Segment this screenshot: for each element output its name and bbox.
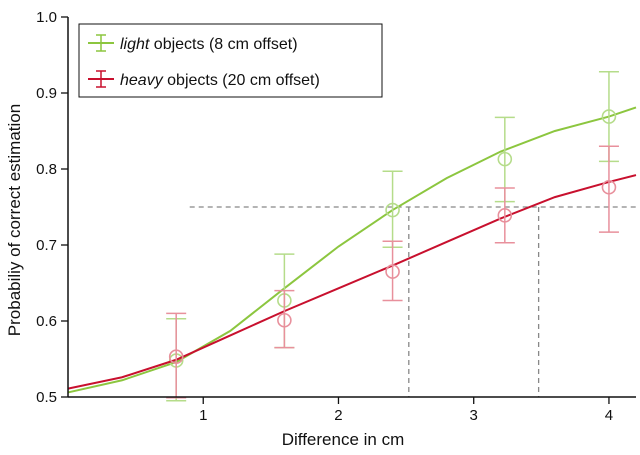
x-tick-label: 1 [199, 407, 207, 424]
data-point [385, 264, 400, 279]
fit-line-heavy [67, 174, 637, 390]
axes: 1 2 3 4 0.5 0.6 0.7 0.8 0.9 1.0 Difference in cm… [5, 9, 636, 449]
legend: light objects (8 cm offset) heavy object… [78, 23, 383, 98]
legend-item-heavy: heavy objects (20 cm offset) [88, 70, 320, 89]
legend-label-rest: objects (20 cm offset) [163, 72, 320, 89]
legend-label: heavy objects (20 cm offset) [120, 72, 320, 89]
data-point [601, 179, 617, 195]
legend-item-light: light objects (8 cm offset) [88, 34, 298, 53]
data-point [601, 109, 617, 124]
data-point [497, 208, 513, 223]
y-tick-label: 0.7 [36, 237, 57, 254]
series-heavy [67, 145, 637, 399]
y-ticks: 0.5 0.6 0.7 0.8 0.9 1.0 [36, 9, 68, 406]
y-tick-label: 0.5 [36, 389, 57, 406]
series-light [67, 70, 637, 402]
plot-area [67, 70, 637, 402]
data-point [277, 312, 292, 328]
x-axis-title: Difference in cm [282, 430, 405, 449]
legend-label-emphasis: light [120, 36, 150, 53]
y-tick-label: 1.0 [36, 9, 57, 26]
legend-label-emphasis: heavy [120, 72, 164, 89]
x-tick-label: 4 [605, 407, 613, 424]
y-tick-label: 0.9 [36, 85, 57, 102]
data-point [497, 151, 513, 167]
fit-line-light [67, 106, 637, 394]
x-tick-label: 2 [334, 407, 342, 424]
legend-label: light objects (8 cm offset) [120, 36, 298, 53]
legend-box [78, 23, 383, 98]
data-point [385, 202, 400, 218]
y-tick-label: 0.8 [36, 161, 57, 178]
y-axis-title: Probabiliy of correct estimation [5, 104, 24, 336]
data-point [168, 349, 184, 365]
y-tick-label: 0.6 [36, 313, 57, 330]
legend-label-rest: objects (8 cm offset) [149, 36, 297, 53]
x-tick-label: 3 [470, 407, 478, 424]
x-ticks: 1 2 3 4 [199, 397, 613, 424]
